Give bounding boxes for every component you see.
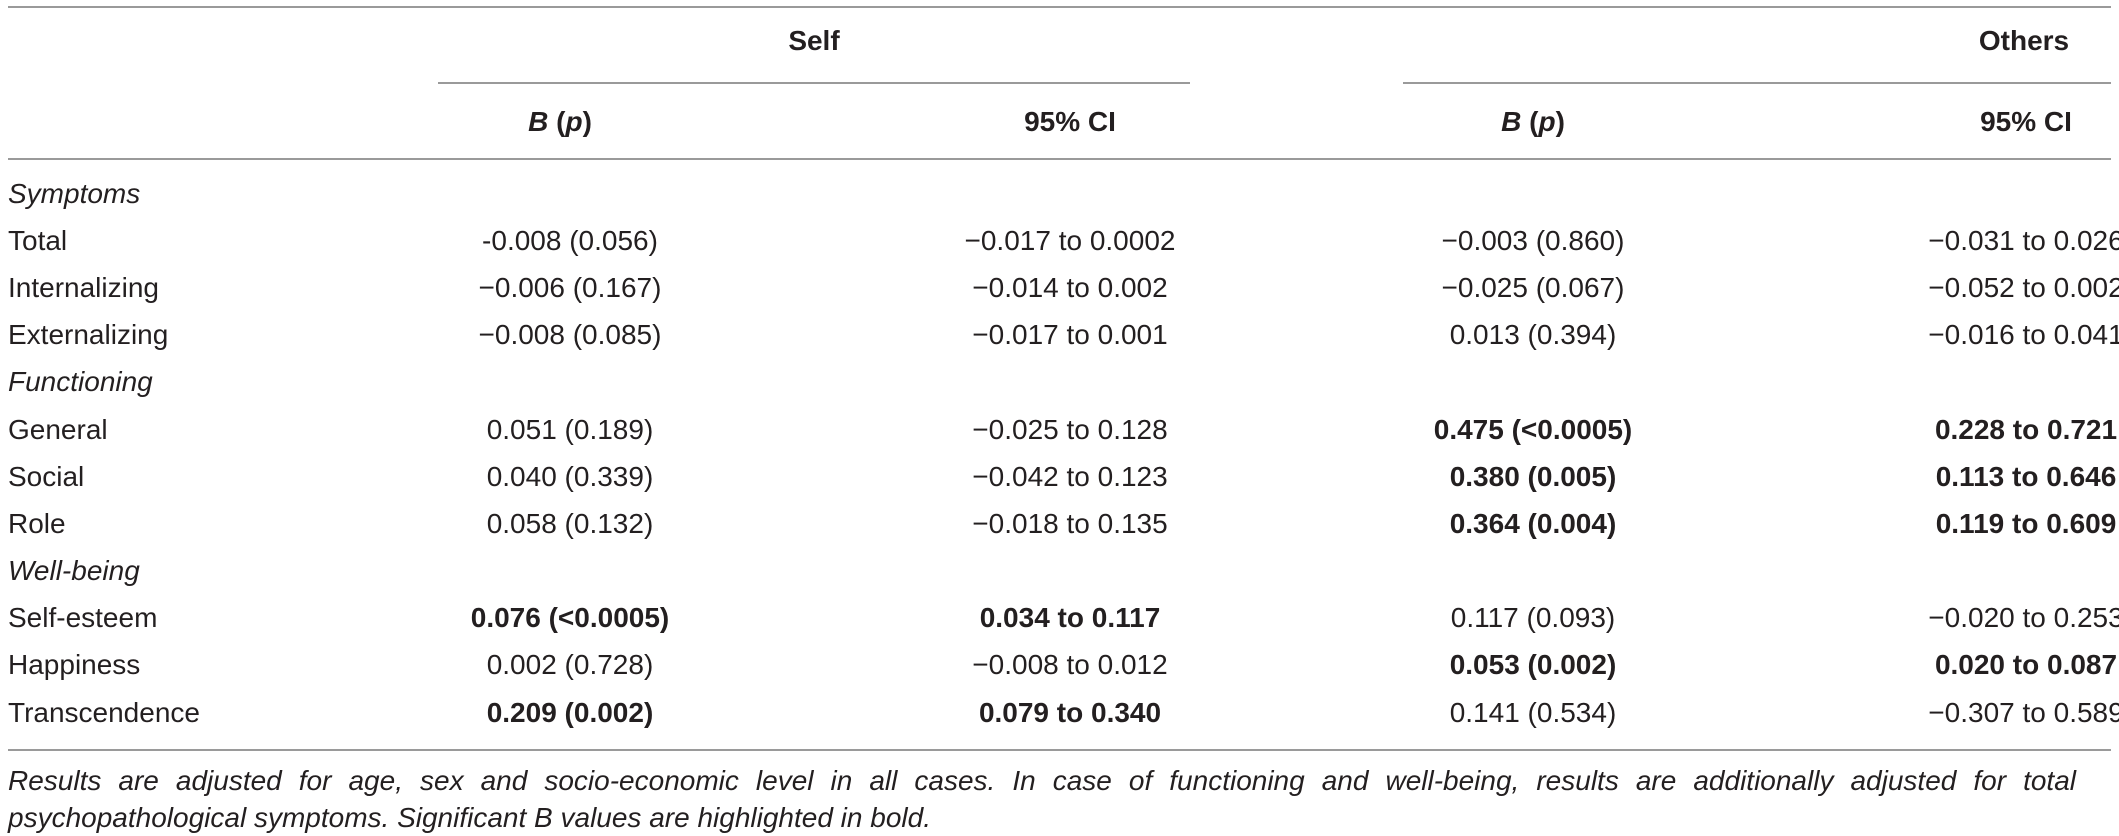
self-ci-value: −0.017 to 0.0002 xyxy=(964,225,1176,256)
column-header-self-b: B (p) xyxy=(528,106,592,137)
row-label: Social xyxy=(8,461,85,492)
others-b-value: 0.013 (0.394) xyxy=(1449,319,1617,350)
others-b-value-significant: 0.475 (<0.0005) xyxy=(1433,414,1633,445)
self-group-rule xyxy=(438,82,1190,84)
self-b-value: −0.006 (0.167) xyxy=(478,272,662,303)
top-rule xyxy=(8,6,2111,8)
table-footnote: Results are adjusted for age, sex and so… xyxy=(8,765,2076,833)
others-b-value-significant: 0.380 (0.005) xyxy=(1449,461,1617,492)
section-label-wellbeing: Well-being xyxy=(8,555,140,586)
others-b-value-significant: 0.364 (0.004) xyxy=(1449,508,1617,539)
others-ci-value: −0.020 to 0.253 xyxy=(1928,602,2119,633)
self-ci-value: −0.025 to 0.128 xyxy=(972,414,1168,445)
others-b-value-significant: 0.053 (0.002) xyxy=(1449,649,1617,680)
others-group-rule xyxy=(1403,82,2111,84)
row-label: Self-esteem xyxy=(8,602,158,633)
row-label: Happiness xyxy=(8,649,141,680)
row-label: Internalizing xyxy=(8,272,159,303)
others-ci-value-significant: 0.020 to 0.087 xyxy=(1934,649,2118,680)
group-header-others: Others xyxy=(1978,25,2070,56)
self-ci-value: −0.018 to 0.135 xyxy=(972,508,1168,539)
p-symbol: p xyxy=(565,106,583,137)
self-b-value-significant: 0.076 (<0.0005) xyxy=(470,602,670,633)
column-header-others-b: B (p) xyxy=(1501,106,1565,137)
section-label-symptoms: Symptoms xyxy=(8,178,141,209)
header-bottom-rule xyxy=(8,158,2111,160)
self-ci-value: −0.014 to 0.002 xyxy=(972,272,1168,303)
others-ci-value-significant: 0.228 to 0.721 xyxy=(1934,414,2118,445)
row-label: Transcendence xyxy=(8,697,200,728)
column-header-others-ci: 95% CI xyxy=(1980,106,2072,137)
self-ci-value: −0.042 to 0.123 xyxy=(972,461,1168,492)
column-header-self-ci: 95% CI xyxy=(1024,106,1116,137)
section-label-functioning: Functioning xyxy=(8,366,153,397)
self-b-value: 0.051 (0.189) xyxy=(486,414,654,445)
self-ci-value: −0.008 to 0.012 xyxy=(972,649,1168,680)
others-b-value: −0.003 (0.860) xyxy=(1441,225,1625,256)
b-symbol: B xyxy=(528,106,549,137)
row-label: Role xyxy=(8,508,66,539)
self-ci-value-significant: 0.034 to 0.117 xyxy=(979,602,1161,633)
self-b-value: 0.058 (0.132) xyxy=(486,508,654,539)
row-label: General xyxy=(8,414,108,445)
b-symbol: B xyxy=(1501,106,1522,137)
self-b-value: 0.002 (0.728) xyxy=(486,649,654,680)
others-ci-value: −0.052 to 0.002 xyxy=(1928,272,2119,303)
others-ci-value-significant: 0.119 to 0.609 xyxy=(1935,508,2117,539)
self-b-value: 0.040 (0.339) xyxy=(486,461,654,492)
self-b-value: -0.008 (0.056) xyxy=(482,225,658,256)
row-label: Externalizing xyxy=(8,319,169,350)
self-ci-value-significant: 0.079 to 0.340 xyxy=(978,697,1162,728)
self-ci-value: −0.017 to 0.001 xyxy=(972,319,1168,350)
others-ci-value: −0.307 to 0.589 xyxy=(1928,697,2119,728)
row-label: Total xyxy=(8,225,68,256)
p-symbol: p xyxy=(1538,106,1556,137)
others-b-value: −0.025 (0.067) xyxy=(1441,272,1625,303)
others-ci-value: −0.016 to 0.041 xyxy=(1928,319,2119,350)
group-header-self: Self xyxy=(788,25,840,56)
body-bottom-rule xyxy=(8,749,2111,751)
others-b-value: 0.141 (0.534) xyxy=(1449,697,1617,728)
others-ci-value-significant: 0.113 to 0.646 xyxy=(1935,461,2117,492)
self-b-value-significant: 0.209 (0.002) xyxy=(486,697,654,728)
others-ci-value: −0.031 to 0.026 xyxy=(1928,225,2119,256)
others-b-value: 0.117 (0.093) xyxy=(1450,602,1616,633)
self-b-value: −0.008 (0.085) xyxy=(478,319,662,350)
